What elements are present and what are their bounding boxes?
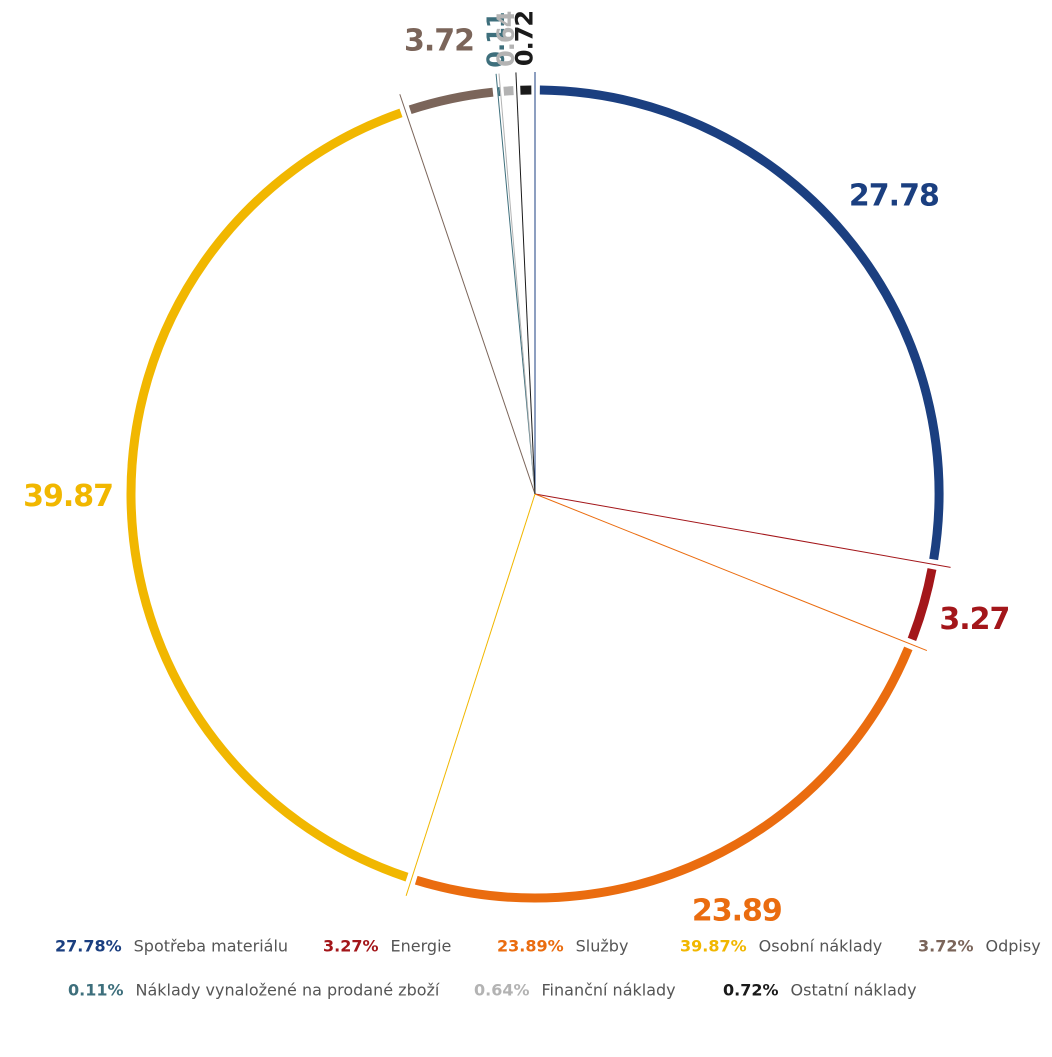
slice-arc: [539, 85, 944, 561]
data-label: 39.87: [23, 479, 113, 514]
legend-label: Ostatní náklady: [791, 981, 917, 1000]
legend-value: 0.72%: [723, 981, 779, 1000]
legend-value: 0.64%: [474, 981, 530, 1000]
slice-edge: [498, 73, 536, 495]
slice-arc: [414, 646, 913, 903]
data-label: 27.78: [849, 179, 939, 214]
legend-value: 0.11%: [68, 981, 124, 1000]
legend-value: 23.89%: [497, 937, 564, 956]
slice-edge: [534, 493, 951, 568]
legend-value: 3.72%: [918, 937, 974, 956]
slice-arc: [408, 87, 494, 115]
legend-label: Odpisy: [986, 937, 1041, 956]
legend-value: 39.87%: [680, 937, 747, 956]
data-label: 0.64: [492, 11, 520, 67]
legend-label: Náklady vynaložené na prodané zboží: [136, 981, 440, 1000]
data-label: 3.72: [404, 24, 474, 59]
slice-edge: [399, 94, 536, 495]
legend-label: Energie: [391, 937, 452, 956]
data-label: 23.89: [692, 893, 782, 928]
slice-edge: [405, 493, 536, 896]
slice-arc: [126, 108, 409, 882]
legend-value: 27.78%: [55, 937, 122, 956]
legend-label: Finanční náklady: [542, 981, 676, 1000]
legend-label: Služby: [576, 937, 629, 956]
slice-arc: [907, 568, 937, 642]
slice-edge: [515, 72, 536, 495]
legend-label: Osobní náklady: [759, 937, 883, 956]
data-label: 0.11: [482, 12, 510, 68]
legend-value: 3.27%: [323, 937, 379, 956]
data-label: 3.27: [939, 602, 1009, 637]
data-label: 0.72: [510, 11, 538, 66]
legend-label: Spotřeba materiálu: [134, 937, 288, 956]
slice-edge: [534, 493, 928, 652]
slice-arc: [503, 86, 514, 96]
